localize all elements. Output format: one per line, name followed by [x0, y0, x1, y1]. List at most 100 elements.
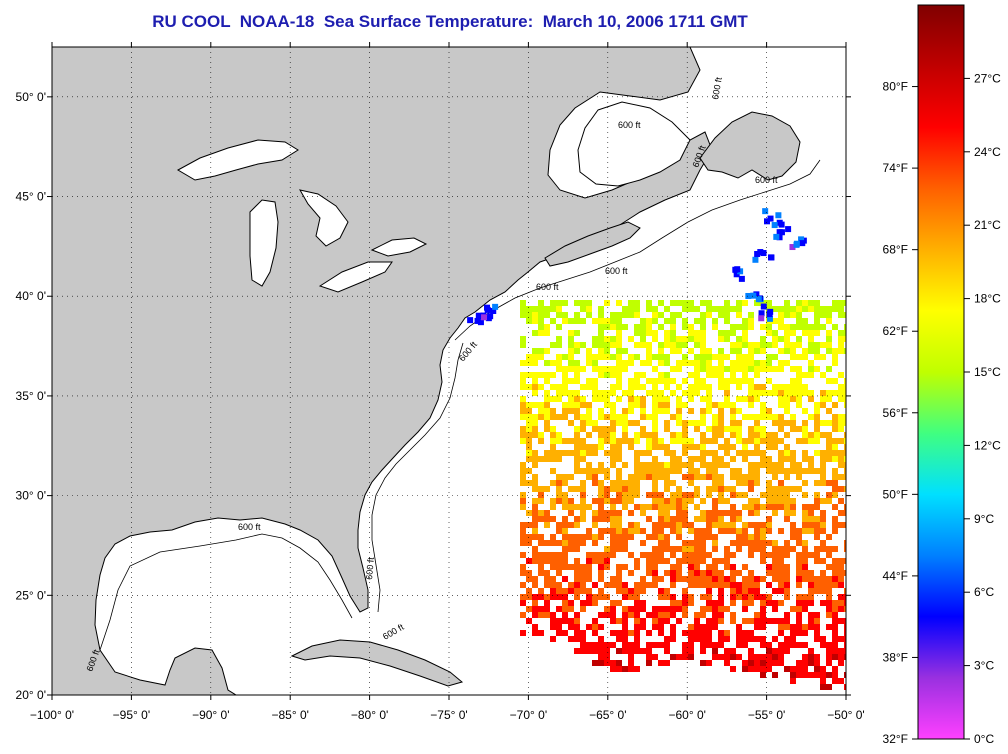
sst-cell — [700, 540, 706, 546]
sst-cell — [670, 342, 676, 348]
sst-cell — [754, 660, 760, 666]
sst-cell — [718, 594, 724, 600]
sst-cell — [802, 492, 808, 498]
sst-cell — [538, 318, 544, 324]
sst-cell — [742, 666, 748, 672]
sst-cell — [658, 534, 664, 540]
sst-cell — [838, 636, 844, 642]
sst-cell — [574, 396, 580, 402]
sst-cell — [676, 492, 682, 498]
sst-cell — [550, 384, 556, 390]
sst-cell — [520, 378, 526, 384]
sst-cell — [568, 408, 574, 414]
sst-cell — [753, 291, 760, 298]
sst-cell — [718, 354, 724, 360]
sst-cell — [766, 666, 772, 672]
sst-cell — [622, 306, 628, 312]
sst-cell — [628, 396, 634, 402]
sst-cell — [580, 576, 586, 582]
sst-cell — [538, 348, 544, 354]
sst-cell — [526, 420, 532, 426]
sst-cell — [694, 318, 700, 324]
sst-cell — [724, 498, 730, 504]
sst-cell — [592, 630, 598, 636]
sst-cell — [748, 462, 754, 468]
sst-cell — [532, 450, 538, 456]
sst-cell — [706, 300, 712, 306]
sst-cell — [694, 426, 700, 432]
sst-cell — [670, 468, 676, 474]
sst-cell — [586, 558, 592, 564]
sst-cell — [676, 312, 682, 318]
sst-cell — [712, 516, 718, 522]
sst-cell — [598, 576, 604, 582]
sst-cell — [658, 342, 664, 348]
sst-cell — [772, 600, 778, 606]
sst-cell — [526, 558, 532, 564]
sst-cell — [758, 310, 765, 317]
sst-cell — [772, 648, 778, 654]
sst-cell — [718, 348, 724, 354]
sst-cell — [724, 444, 730, 450]
sst-cell — [700, 594, 706, 600]
sst-cell — [610, 498, 616, 504]
sst-cell — [688, 360, 694, 366]
sst-cell — [832, 606, 838, 612]
sst-cell — [832, 438, 838, 444]
sst-cell — [730, 420, 736, 426]
sst-cell — [706, 564, 712, 570]
sst-cell — [520, 594, 526, 600]
sst-cell — [688, 384, 694, 390]
sst-cell — [772, 558, 778, 564]
colorbar-f-label: 80°F — [883, 80, 908, 94]
sst-cell — [778, 558, 784, 564]
sst-cell — [634, 384, 640, 390]
sst-cell — [808, 522, 814, 528]
sst-cell — [772, 546, 778, 552]
sst-cell — [814, 348, 820, 354]
sst-cell — [730, 648, 736, 654]
lake-superior — [176, 139, 299, 181]
sst-cell — [760, 552, 766, 558]
sst-cell — [592, 378, 598, 384]
sst-cell — [778, 600, 784, 606]
sst-cell — [832, 624, 838, 630]
sst-cell — [592, 318, 598, 324]
sst-cell — [628, 612, 634, 618]
sst-cell — [802, 552, 808, 558]
sst-cell — [844, 600, 846, 606]
sst-cell — [790, 462, 796, 468]
sst-cell — [676, 528, 682, 534]
sst-cell — [796, 534, 802, 540]
sst-cell — [730, 342, 736, 348]
sst-cell — [658, 504, 664, 510]
sst-cell — [796, 336, 802, 342]
sst-cell — [748, 396, 754, 402]
sst-cell — [706, 624, 712, 630]
sst-cell — [832, 300, 838, 306]
sst-cell — [718, 312, 724, 318]
sst-cell — [682, 630, 688, 636]
sst-cell — [700, 552, 706, 558]
sst-cell — [532, 546, 538, 552]
sst-cell — [574, 576, 580, 582]
sst-cell — [682, 318, 688, 324]
sst-cell — [628, 552, 634, 558]
sst-cell — [844, 558, 846, 564]
sst-cell — [664, 306, 670, 312]
sst-cell — [730, 582, 736, 588]
sst-cell — [790, 324, 796, 330]
sst-cell — [682, 522, 688, 528]
sst-cell — [778, 384, 784, 390]
sst-cell — [598, 462, 604, 468]
sst-cell — [532, 534, 538, 540]
sst-cell — [556, 630, 562, 636]
sst-cell — [574, 318, 580, 324]
sst-cell — [586, 534, 592, 540]
sst-cell — [778, 660, 784, 666]
sst-cell — [802, 390, 808, 396]
sst-cell — [844, 468, 846, 474]
sst-cell — [814, 534, 820, 540]
sst-cell — [754, 300, 760, 306]
sst-cell — [652, 318, 658, 324]
